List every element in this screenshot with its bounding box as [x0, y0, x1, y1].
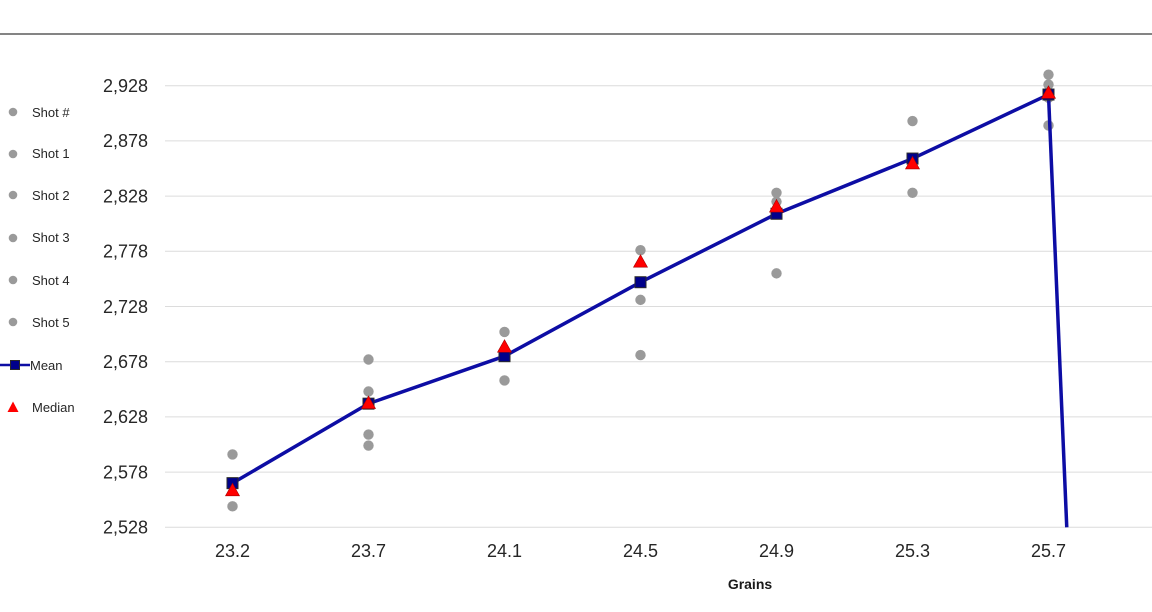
legend-label: Shot #: [32, 104, 70, 120]
legend-label: Shot 4: [32, 272, 70, 288]
shot-point[interactable]: [1043, 69, 1054, 80]
x-tick-label: 23.2: [215, 541, 250, 561]
median-marker[interactable]: [904, 155, 921, 170]
shot-point[interactable]: [227, 501, 238, 512]
x-tick-label: 24.5: [623, 541, 658, 561]
mean-line[interactable]: [231, 92, 1050, 485]
x-tick-label: 24.1: [487, 541, 522, 561]
circle-icon: [8, 190, 18, 200]
x-tick-label: 24.9: [759, 541, 794, 561]
shot-point[interactable]: [363, 440, 374, 451]
y-tick-label: 2,878: [103, 131, 148, 151]
x-tick-label: 23.7: [351, 541, 386, 561]
shots-series[interactable]: [227, 69, 1054, 512]
shot-point[interactable]: [771, 187, 782, 198]
legend-item-shot-2[interactable]: Shot 2: [0, 187, 70, 203]
shot-point[interactable]: [635, 244, 646, 256]
y-tick-label: 2,778: [103, 242, 148, 262]
y-tick-label: 2,828: [103, 186, 148, 206]
legend-label: Mean: [30, 357, 63, 373]
circle-icon: [8, 149, 18, 158]
x-tick-label: 25.3: [895, 541, 930, 561]
top-divider: [0, 33, 1152, 35]
legend-label: Shot 1: [32, 146, 70, 161]
y-tick-label: 2,728: [103, 297, 148, 317]
median-marker[interactable]: [360, 395, 377, 409]
legend-label: Shot 2: [32, 187, 70, 203]
y-axis-labels: 2,928 2,878 2,828 2,778 2,728 2,678 2,628 2,578…: [103, 76, 148, 538]
shot-point[interactable]: [363, 429, 374, 440]
mean-marker[interactable]: [634, 276, 647, 289]
median-marker[interactable]: [632, 254, 649, 268]
shot-legend-marker: [8, 275, 18, 285]
median-marker[interactable]: [1040, 85, 1057, 99]
shot-legend-marker: [8, 149, 18, 158]
legend-item-shot-3[interactable]: Shot 3: [0, 230, 70, 246]
legend-item-median[interactable]: Median: [0, 399, 75, 415]
legend-label: Shot 5: [32, 314, 70, 330]
median-marker[interactable]: [768, 198, 785, 213]
shot-legend-marker: [8, 107, 18, 117]
y-tick-label: 2,678: [103, 352, 148, 372]
median-marker[interactable]: [496, 339, 513, 353]
y-tick-label: 2,928: [103, 76, 148, 96]
x-axis-labels: 23.2 23.7 24.1 24.5 24.9 25.3 25.7: [215, 541, 1066, 561]
gridlines: [165, 85, 1152, 528]
shot-point[interactable]: [1043, 79, 1054, 90]
shot-point[interactable]: [499, 375, 510, 386]
legend-item-mean[interactable]: Mean: [0, 357, 63, 373]
y-tick-label: 2,528: [103, 518, 148, 538]
legend-item-shot-1[interactable]: Shot 1: [0, 146, 70, 162]
circle-icon: [8, 233, 18, 242]
legend-item-shot-4[interactable]: Shot 4: [0, 272, 70, 288]
triangle-icon: [7, 401, 19, 412]
shot-point[interactable]: [363, 354, 374, 365]
shot-point[interactable]: [907, 187, 918, 198]
median-series[interactable]: [224, 85, 1057, 497]
x-tick-label: 25.7: [1031, 541, 1066, 561]
shot-point[interactable]: [363, 386, 374, 397]
shot-point[interactable]: [227, 449, 238, 460]
circle-icon: [8, 107, 18, 117]
square-icon: [10, 360, 20, 370]
shot-legend-marker: [8, 317, 18, 327]
shot-point[interactable]: [499, 326, 510, 338]
median-legend-marker: [7, 401, 19, 412]
mean-legend-marker: [0, 360, 30, 370]
shot-legend-marker: [8, 233, 18, 242]
y-tick-label: 2,578: [103, 462, 148, 482]
circle-icon: [8, 317, 18, 327]
shot-point[interactable]: [771, 268, 782, 279]
shot-point[interactable]: [635, 349, 646, 361]
median-marker[interactable]: [224, 482, 241, 497]
legend-label: Shot 3: [32, 230, 70, 245]
chart-legend: Shot # Shot 1 Shot 2 Shot 3 Shot 4 Shot 5 Mean…: [0, 0, 160, 612]
shot-point[interactable]: [907, 115, 918, 127]
mean-line-drop[interactable]: [1046, 94, 1069, 528]
shot-legend-marker: [8, 190, 18, 200]
legend-item-shot-[interactable]: Shot #: [0, 104, 70, 120]
shot-point[interactable]: [635, 294, 646, 306]
circle-icon: [8, 275, 18, 285]
legend-label: Median: [32, 399, 75, 415]
mean-series[interactable]: [226, 88, 1069, 528]
y-tick-label: 2,628: [103, 407, 148, 427]
x-axis-title: Grains: [727, 576, 773, 592]
legend-item-shot-5[interactable]: Shot 5: [0, 314, 70, 330]
